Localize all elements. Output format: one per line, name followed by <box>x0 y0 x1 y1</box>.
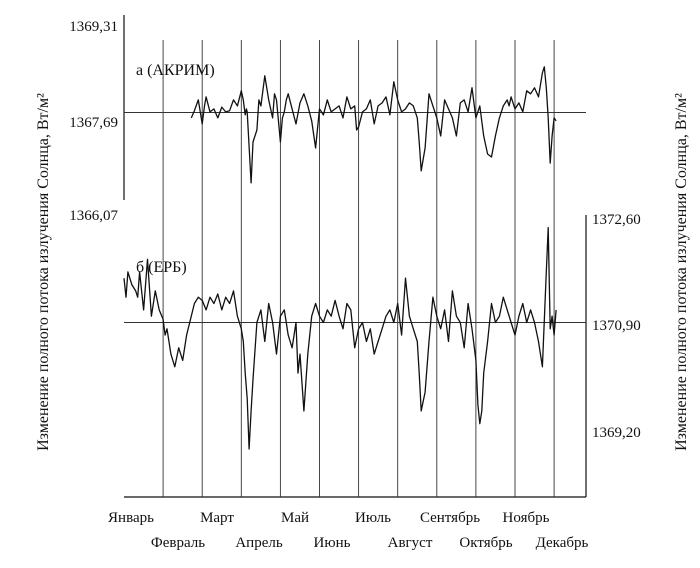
series-line-acrim <box>190 66 557 184</box>
right-tick-label: 1370,90 <box>592 318 641 334</box>
month-label: Октябрь <box>459 535 512 551</box>
month-label: Декабрь <box>536 535 589 551</box>
right-tick-label: 1372,60 <box>592 212 641 228</box>
left-tick-label: 1366,07 <box>69 208 118 224</box>
series-layer <box>123 66 557 450</box>
month-label: Май <box>281 510 309 526</box>
month-label: Апрель <box>235 535 283 551</box>
left-tick-label: 1367,69 <box>69 115 118 131</box>
month-label: Сентябрь <box>420 510 480 526</box>
month-label: Июль <box>355 510 391 526</box>
month-label: Февраль <box>151 535 205 551</box>
left-tick-label: 1369,31 <box>69 19 118 35</box>
month-label: Январь <box>108 510 154 526</box>
month-label: Март <box>200 510 234 526</box>
series-label-erb: б (ЕРБ) <box>136 259 187 276</box>
month-label: Июнь <box>314 535 351 551</box>
right-tick-label: 1369,20 <box>592 425 641 441</box>
y-axis-title-left: Изменение полного потока излучения Солнц… <box>35 93 52 451</box>
reference-lines <box>124 112 586 323</box>
month-label: Август <box>388 535 433 551</box>
y-axis-title-right: Изменение полного потока излучения Солнц… <box>673 93 690 451</box>
month-label: Ноябрь <box>503 510 550 526</box>
series-label-acrim: а (АКРИМ) <box>136 62 215 79</box>
series-line-erb <box>123 226 557 450</box>
